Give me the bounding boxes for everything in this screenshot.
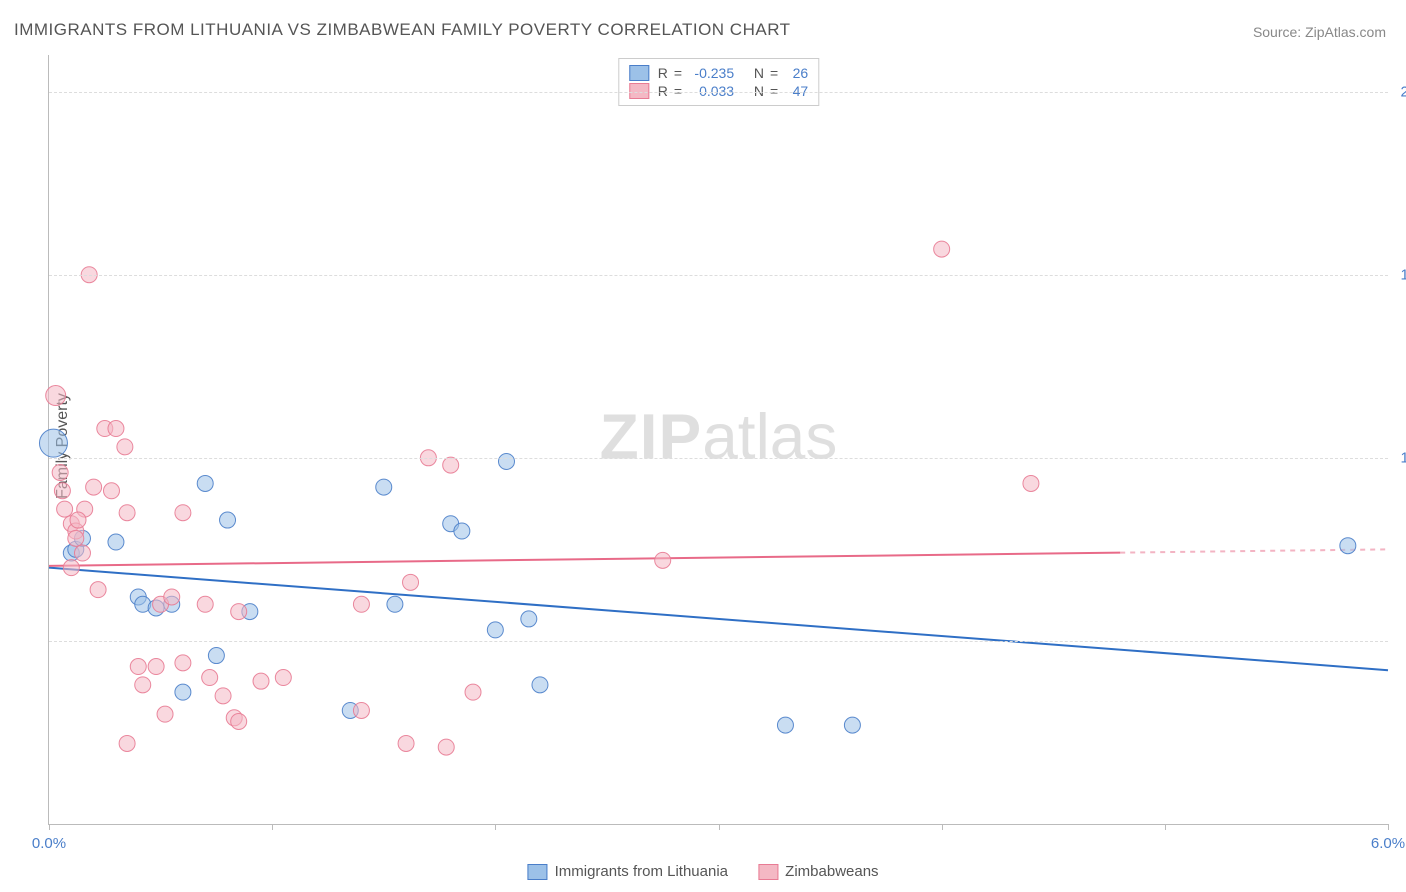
plot-svg bbox=[49, 55, 1388, 824]
legend-label-zimbabwe: Zimbabweans bbox=[785, 863, 878, 880]
source-value: ZipAtlas.com bbox=[1305, 24, 1386, 40]
y-tick-label: 10.0% bbox=[1393, 449, 1406, 466]
x-tick bbox=[272, 824, 273, 830]
y-tick-label: 15.0% bbox=[1393, 266, 1406, 283]
gridline bbox=[49, 92, 1388, 93]
plot-area: ZIPatlas R = -0.235 N = 26 R = 0.033 N =… bbox=[48, 55, 1388, 825]
x-tick bbox=[719, 824, 720, 830]
chart-title: IMMIGRANTS FROM LITHUANIA VS ZIMBABWEAN … bbox=[14, 20, 791, 40]
source-attribution: Source: ZipAtlas.com bbox=[1253, 24, 1386, 40]
swatch-lithuania bbox=[527, 864, 547, 880]
x-tick bbox=[942, 824, 943, 830]
source-prefix: Source: bbox=[1253, 24, 1305, 40]
x-tick bbox=[495, 824, 496, 830]
legend-item-lithuania: Immigrants from Lithuania bbox=[527, 863, 728, 880]
bottom-legend: Immigrants from Lithuania Zimbabweans bbox=[527, 863, 878, 880]
gridline bbox=[49, 458, 1388, 459]
y-tick-label: 20.0% bbox=[1393, 83, 1406, 100]
x-tick bbox=[49, 824, 50, 830]
legend-label-lithuania: Immigrants from Lithuania bbox=[555, 863, 728, 880]
x-tick bbox=[1165, 824, 1166, 830]
gridline bbox=[49, 275, 1388, 276]
legend-item-zimbabwe: Zimbabweans bbox=[758, 863, 879, 880]
y-tick-label: 5.0% bbox=[1393, 632, 1406, 649]
x-tick-label-left: 0.0% bbox=[32, 835, 66, 852]
x-tick-label-right: 6.0% bbox=[1371, 835, 1405, 852]
swatch-zimbabwe bbox=[758, 864, 778, 880]
gridline bbox=[49, 641, 1388, 642]
x-tick bbox=[1388, 824, 1389, 830]
